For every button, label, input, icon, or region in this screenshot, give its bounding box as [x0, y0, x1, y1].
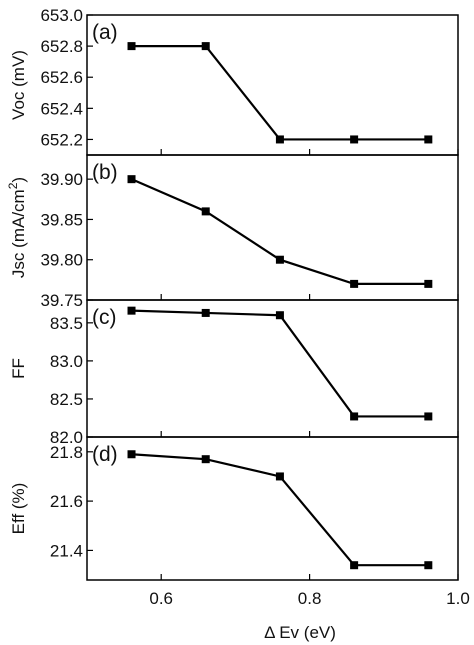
- y-axis-title-main: Jsc (mA/cm: [9, 189, 28, 278]
- panel-1-data-point: [350, 135, 359, 144]
- panel-1-y-tick-label: 652.8: [40, 37, 83, 56]
- panel-3-data-point: [127, 306, 136, 315]
- panel-2-frame: [86, 154, 459, 301]
- panel-2-y-tick-label: 39.80: [40, 251, 83, 270]
- x-tick-label: 0.6: [149, 589, 173, 608]
- panel-3-data-point: [424, 412, 433, 421]
- panel-3-data-point: [275, 311, 284, 320]
- panel-3-y-axis-title: FF: [9, 358, 28, 379]
- panel-2-y-tick-label: 39.90: [40, 170, 83, 189]
- panel-2-series-line: [131, 178, 429, 285]
- panel-3-data-point: [350, 412, 359, 421]
- panel-3-label: (c): [92, 306, 117, 329]
- panel-1-data-point: [127, 42, 136, 51]
- y-axis-title-superscript: 2: [6, 182, 20, 189]
- panel-2-y-tick-label: 39.75: [40, 291, 83, 310]
- panel-3-y-tick-label: 82.0: [50, 428, 83, 447]
- panel-4-data-point: [127, 450, 136, 459]
- panel-1-data-point: [424, 135, 433, 144]
- panel-1-y-tick-label: 652.2: [40, 130, 83, 149]
- panel-4-y-tick-label: 21.8: [50, 443, 83, 462]
- panel-3-y-tick-label: 82.5: [50, 390, 83, 409]
- y-axis-title-end: ): [9, 177, 28, 183]
- panel-4-series-line: [131, 453, 429, 567]
- panel-2-label: (b): [92, 161, 118, 184]
- panel-4-label: (d): [92, 443, 118, 466]
- panel-1-y-tick-label: 652.4: [40, 99, 83, 118]
- panel-4-frame: [86, 436, 459, 581]
- panel-4-y-tick-label: 21.6: [50, 492, 83, 511]
- panel-3-y-tick-label: 83.5: [50, 314, 83, 333]
- panel-2-data-point: [350, 279, 359, 288]
- panel-1-data-point: [275, 135, 284, 144]
- x-tick-label: 1.0: [446, 589, 470, 608]
- panel-1-series-line: [131, 45, 429, 141]
- panel-2-data-point: [424, 279, 433, 288]
- panel-2-data-point: [275, 255, 284, 264]
- panel-2-data-point: [201, 207, 210, 216]
- panel-3-y-tick-label: 83.0: [50, 352, 83, 371]
- x-axis-title: Δ Ev (eV): [264, 623, 336, 642]
- panel-1-data-point: [201, 42, 210, 51]
- panel-4-y-tick-label: 21.4: [50, 541, 83, 560]
- panel-4-data-point: [201, 455, 210, 464]
- panel-4-data-point: [424, 561, 433, 570]
- panel-3-series-line: [131, 309, 429, 418]
- panel-1-y-tick-label: 652.6: [40, 68, 83, 87]
- panel-2-y-axis-title: Jsc (mA/cm2): [6, 177, 28, 278]
- panel-2-y-tick-label: 39.85: [40, 210, 83, 229]
- panel-4-data-point: [275, 472, 284, 481]
- panel-1-label: (a): [92, 21, 118, 44]
- panel-4-data-point: [350, 561, 359, 570]
- panel-1-y-tick-label: 653.0: [40, 6, 83, 25]
- x-tick-label: 0.8: [298, 589, 322, 608]
- panel-2-data-point: [127, 175, 136, 184]
- panel-4-y-axis-title: Eff (%): [9, 483, 28, 535]
- panel-1-frame: [86, 14, 459, 156]
- panel-1-y-axis-title: Voc (mV): [9, 50, 28, 120]
- panel-3-data-point: [201, 308, 210, 317]
